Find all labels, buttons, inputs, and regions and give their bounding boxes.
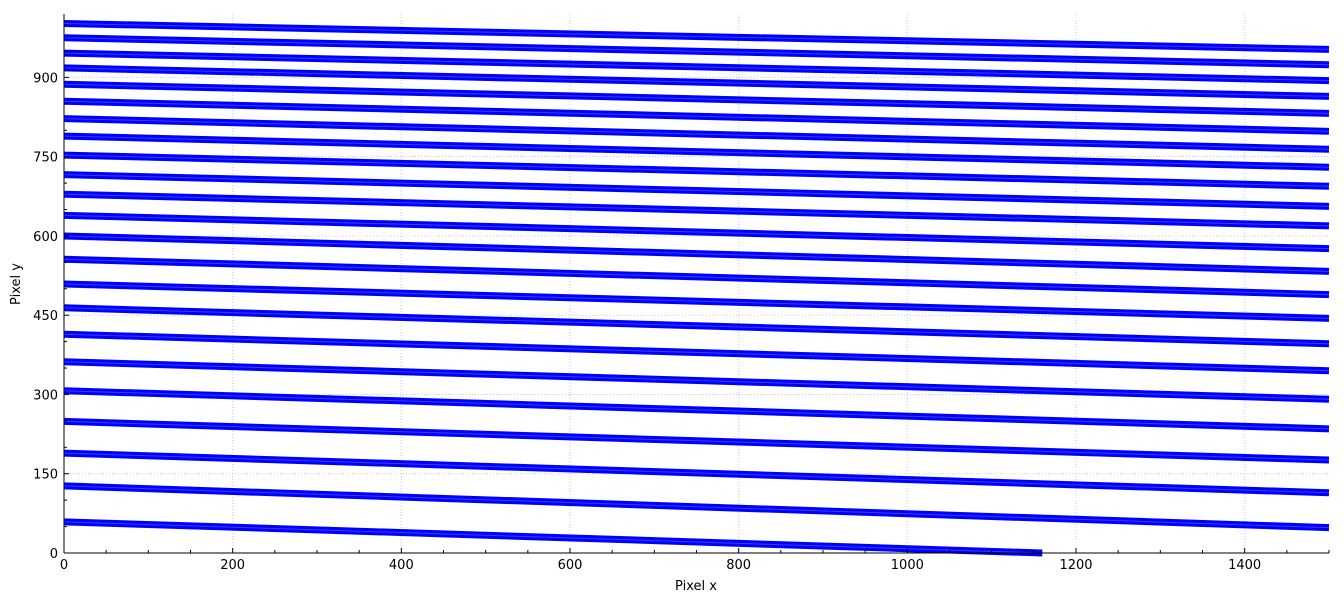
x-tick-label: 0 bbox=[60, 558, 68, 573]
x-tick-label: 1000 bbox=[891, 558, 924, 573]
x-tick-label: 800 bbox=[726, 558, 751, 573]
series-line-highlight bbox=[63, 333, 1330, 372]
series-line-highlight bbox=[63, 100, 1330, 132]
y-tick-label: 450 bbox=[33, 309, 58, 324]
series-line-highlight bbox=[63, 23, 1330, 50]
series-line-highlight bbox=[63, 485, 1330, 529]
series-line-highlight bbox=[63, 174, 1330, 207]
series-line-highlight bbox=[63, 37, 1330, 66]
series-line-highlight bbox=[63, 83, 1330, 114]
y-tick-label: 150 bbox=[33, 468, 58, 483]
series-line-highlight bbox=[63, 52, 1330, 82]
x-tick-label: 1400 bbox=[1228, 558, 1261, 573]
series-line-highlight bbox=[63, 307, 1330, 345]
tick-labels: 0 200 400 600 800 1000 1200 1400 0 150 300 450 600 75… bbox=[33, 71, 1261, 573]
series-line-highlight bbox=[63, 154, 1330, 187]
series-line-highlight bbox=[63, 521, 1043, 554]
series-line-highlight bbox=[63, 283, 1330, 319]
x-tick-label: 400 bbox=[389, 558, 414, 573]
series-line-highlight bbox=[63, 67, 1330, 97]
y-tick-label: 900 bbox=[33, 71, 58, 86]
series-lines bbox=[63, 20, 1330, 557]
series-line-highlight bbox=[63, 214, 1330, 250]
series-line-highlight bbox=[63, 193, 1330, 227]
x-axis-title: Pixel x bbox=[675, 579, 717, 594]
series-line-highlight bbox=[63, 361, 1330, 400]
y-tick-label: 600 bbox=[33, 230, 58, 245]
y-tick-label: 300 bbox=[33, 388, 58, 403]
x-tick-label: 200 bbox=[220, 558, 245, 573]
series-line-highlight bbox=[63, 452, 1330, 494]
axes bbox=[63, 14, 1330, 554]
y-tick-label: 750 bbox=[33, 151, 58, 166]
series-line-highlight bbox=[63, 420, 1330, 461]
series-line-highlight bbox=[63, 135, 1330, 168]
series-line-highlight bbox=[63, 390, 1330, 430]
x-tick-label: 600 bbox=[558, 558, 583, 573]
x-tick-label: 1200 bbox=[1059, 558, 1092, 573]
series-line-highlight bbox=[63, 258, 1330, 296]
y-axis-title: Pixel y bbox=[9, 263, 24, 305]
y-tick-label: 0 bbox=[50, 547, 58, 562]
series-line-highlight bbox=[63, 118, 1330, 150]
series-line-highlight bbox=[63, 235, 1330, 272]
